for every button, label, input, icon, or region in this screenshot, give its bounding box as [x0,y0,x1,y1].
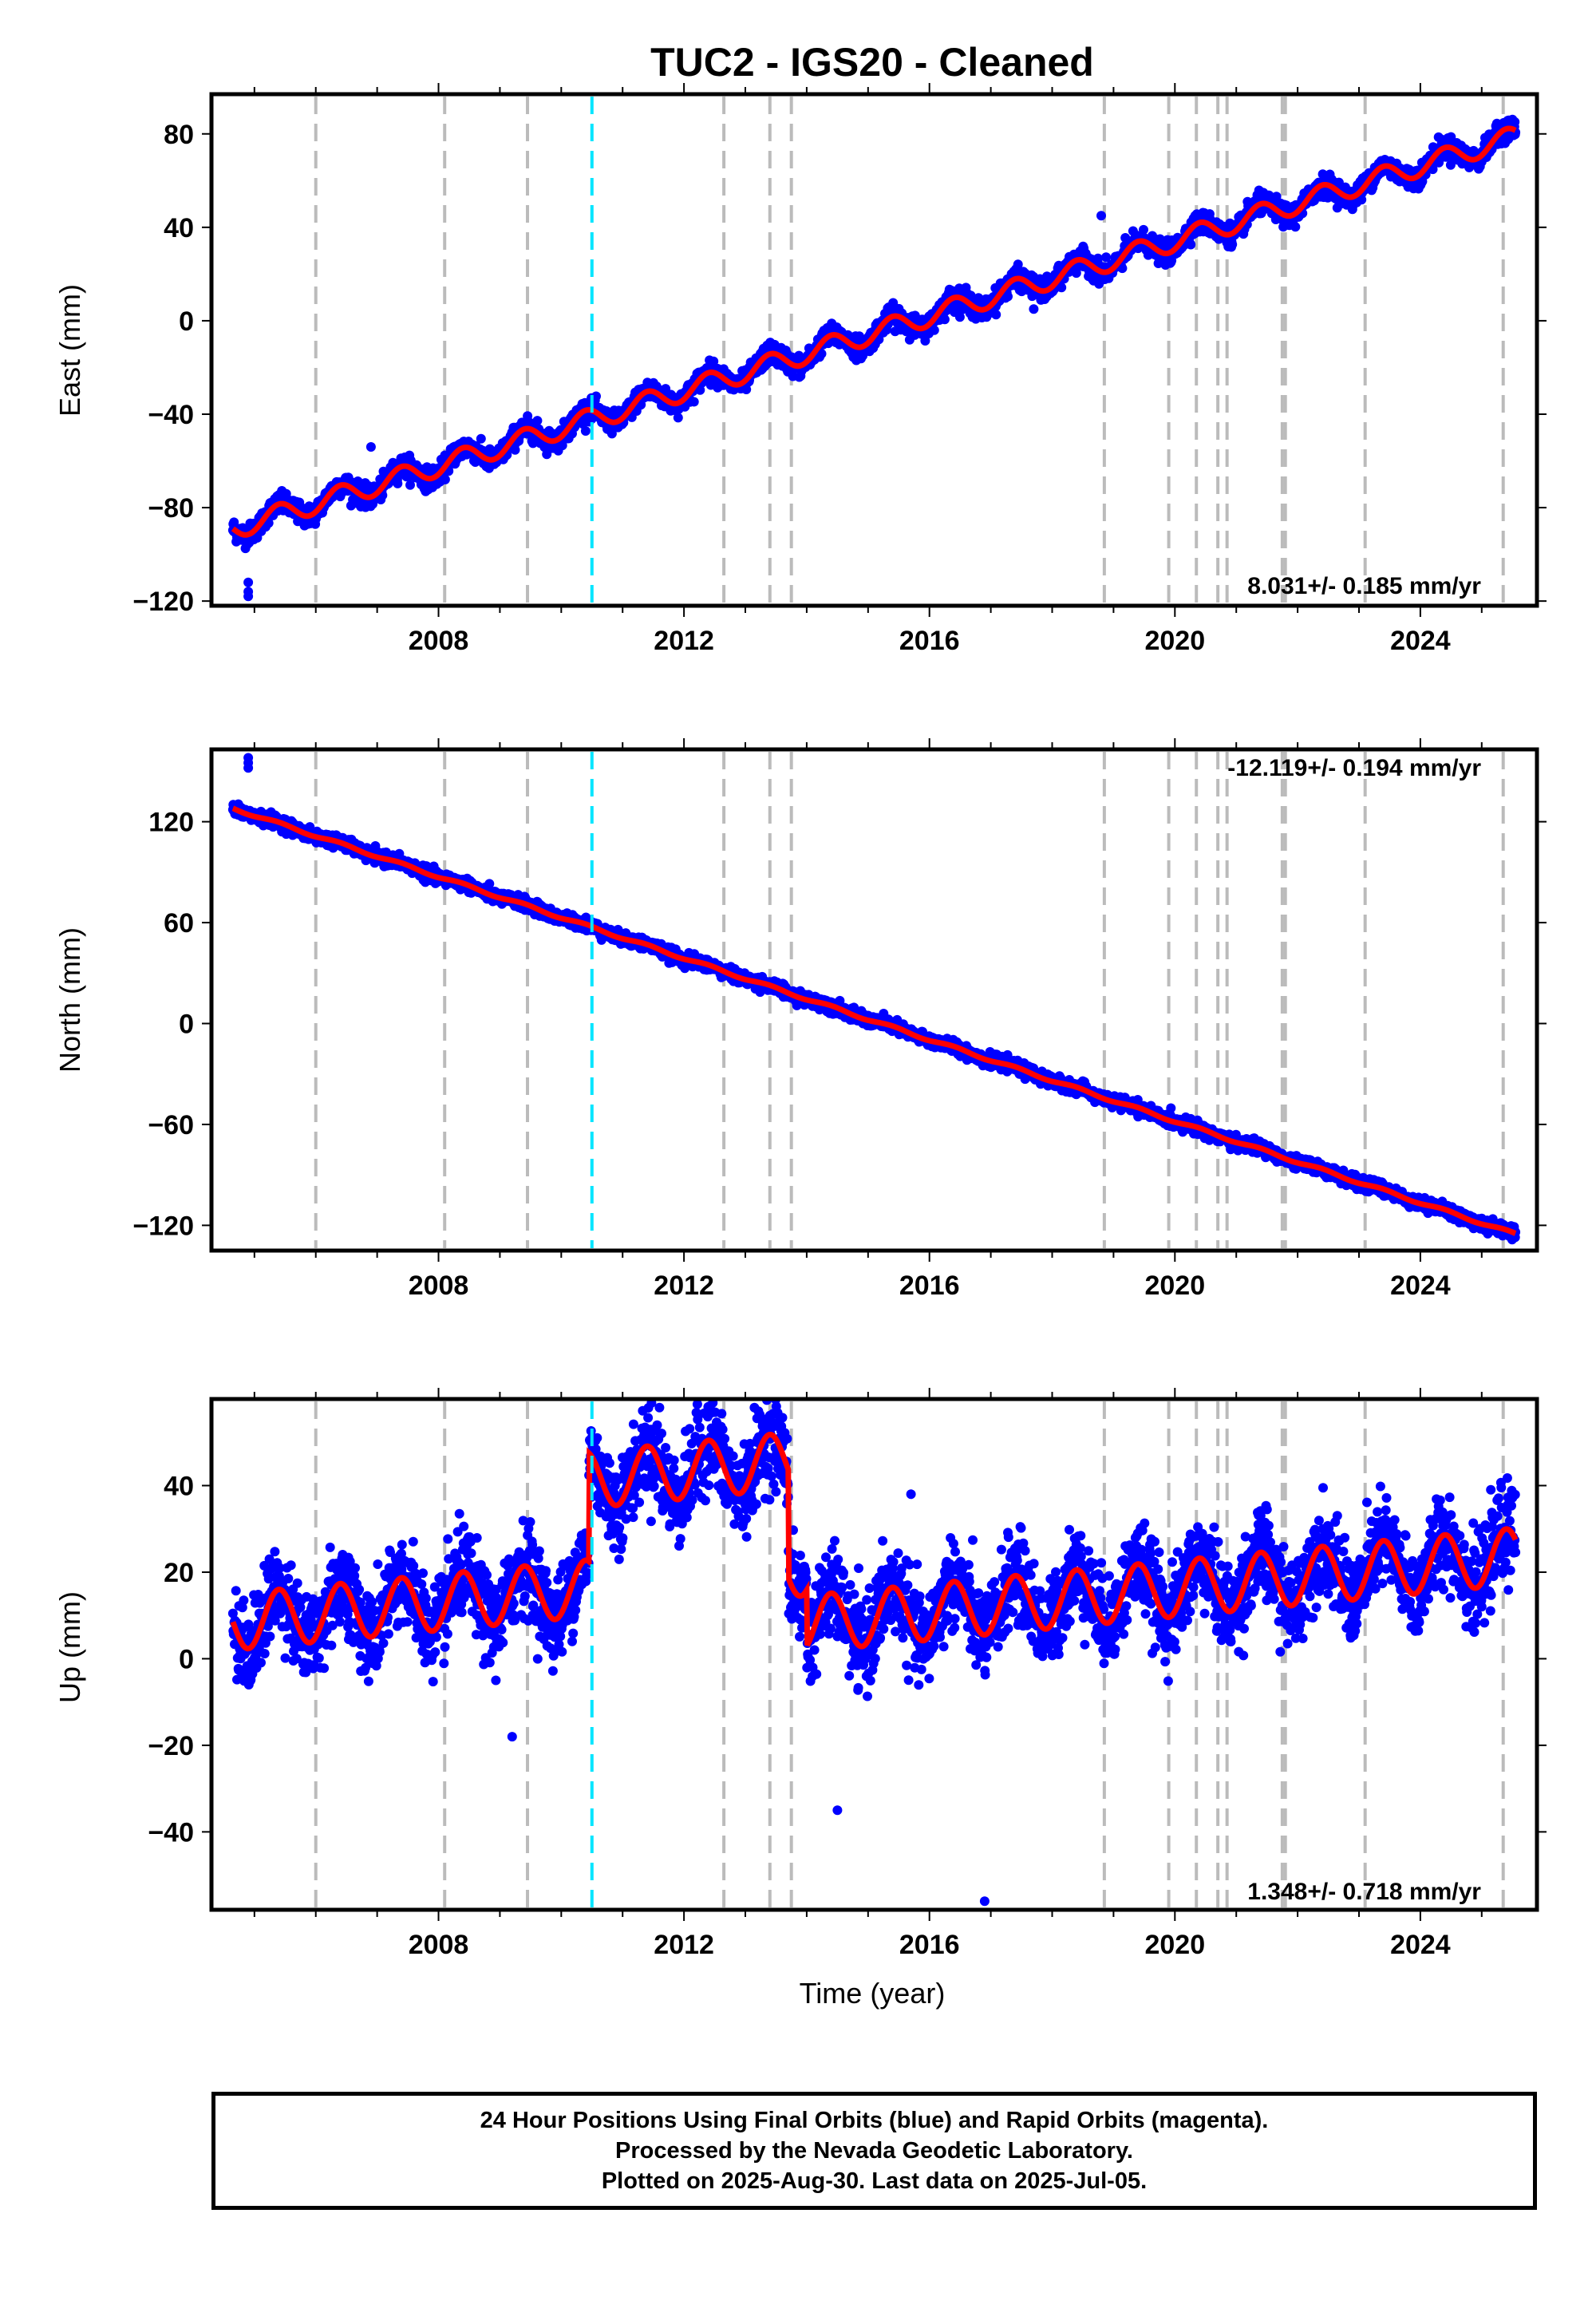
data-point-east [1003,291,1013,302]
data-point-east [929,325,939,335]
y-tick-label-east: 40 [164,213,194,243]
data-point-east [816,349,827,359]
data-point-east [591,391,601,401]
x-tick-label-east: 2024 [1390,626,1451,656]
outlier-point-east [1029,304,1039,314]
y-tick-label-east: −80 [148,493,194,524]
x-tick-label-east: 2012 [654,626,714,656]
data-point-east [405,480,415,490]
data-point-east [606,429,617,439]
y-tick-label-east: −120 [132,587,194,617]
data-point-east [1186,239,1196,250]
x-tick-label-east: 2020 [1144,626,1205,656]
outlier-point-east [365,442,376,452]
data-point-east [991,310,1001,320]
panel-east: East (mm) 2008 2012 2016 2020 2024 −120 −80 −40… [53,83,1547,656]
y-tick-label-east: 80 [164,120,194,150]
panel-north: North (mm) 2008 2012 2016 2020 2024−120−6006… [53,738,1547,1301]
y-axis-label-east: East (mm) [53,284,86,417]
outlier-point-east [1096,211,1106,221]
data-point-east [580,426,591,436]
data-point-east [1510,117,1520,127]
outlier-point-east [243,591,254,602]
data-point-east [532,416,543,426]
chart-title: TUC2 - IGS20 - Cleaned [650,40,1094,85]
y-axis-label-north: North (mm) [53,927,86,1073]
data-point-east [673,413,683,423]
data-point-east [689,397,699,407]
data-point-east [440,474,450,484]
data-points-east [227,114,1521,602]
data-point-east [939,314,950,325]
data-point-east [393,478,403,488]
y-tick-label-east: 0 [179,306,194,337]
x-tick-label-east: 2008 [409,626,469,656]
y-tick-label-east: −40 [148,400,194,430]
outlier-point-east [243,577,254,587]
data-point-east [1290,222,1301,232]
rate-label-east: 8.031+/- 0.185 mm/yr [1247,573,1481,599]
data-point-east [476,433,486,444]
x-tick-label-east: 2016 [899,626,960,656]
data-point-east [1227,239,1238,250]
data-point-east [1139,224,1148,235]
